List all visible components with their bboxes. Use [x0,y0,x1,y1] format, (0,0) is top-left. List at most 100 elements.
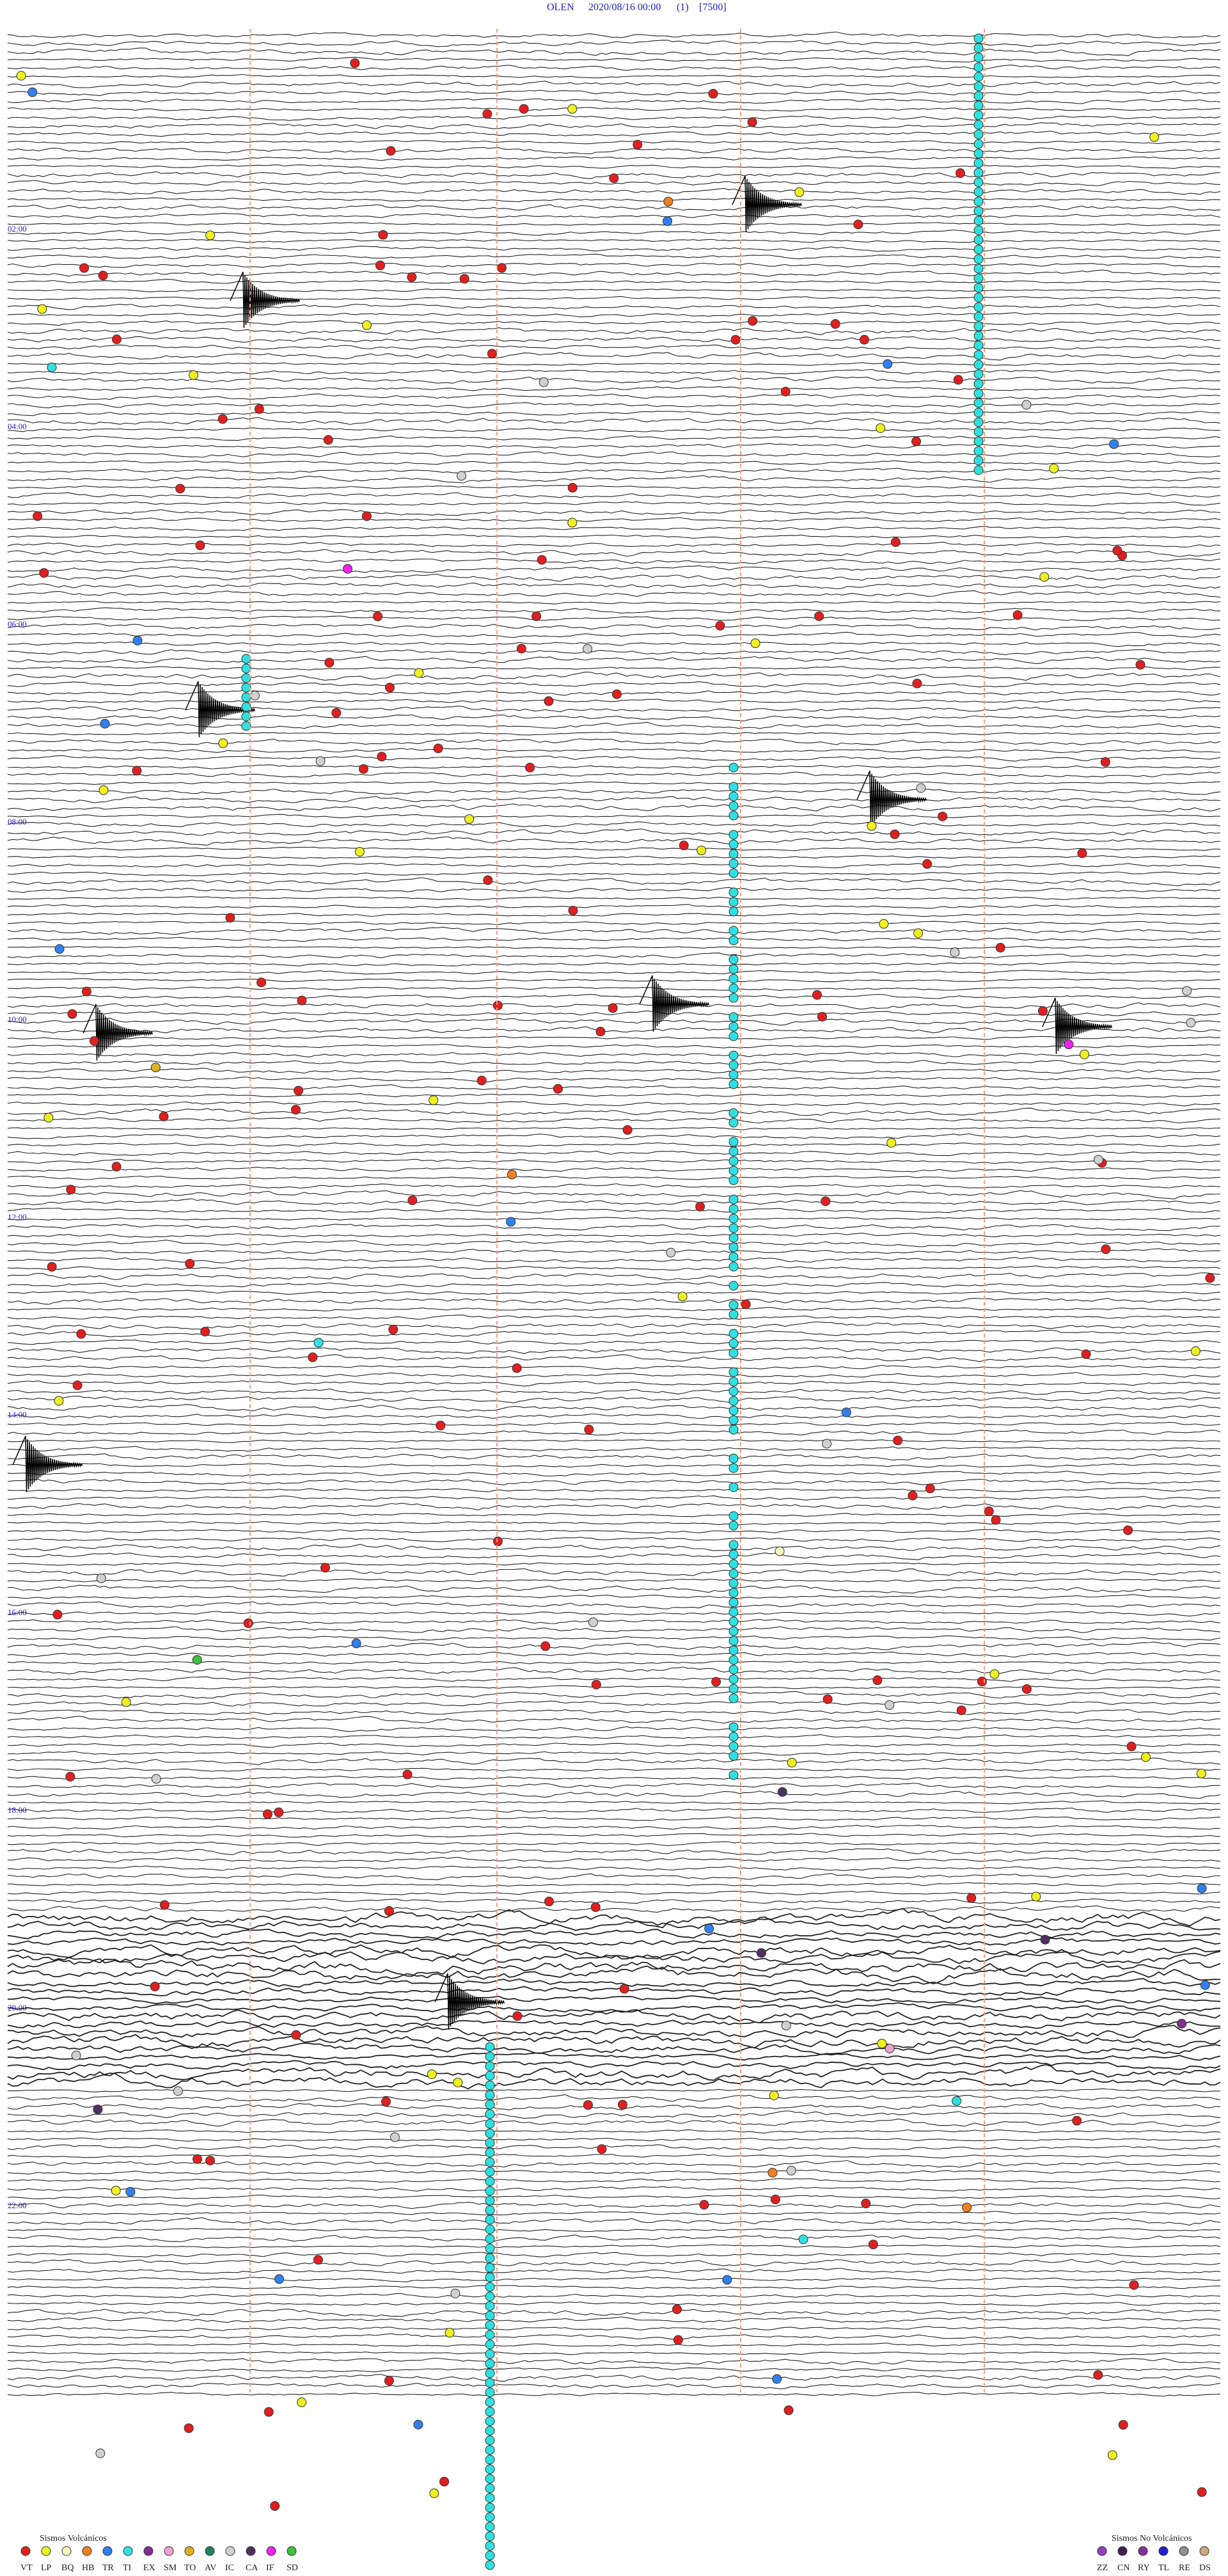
event-dot [313,2255,323,2265]
event-dot [728,926,739,936]
event-dot [973,139,984,149]
event-dot [728,810,739,821]
event-dot [1077,848,1087,858]
legend-swatch [246,2546,256,2556]
event-dot [96,1573,106,1583]
trace [7,1347,1221,1354]
event-dot [485,2502,495,2513]
event-dot [590,1902,601,1912]
event-dot [485,2167,495,2177]
legend-swatch [266,2546,276,2556]
trace [7,1176,1221,1180]
event-dot [911,436,922,446]
event-dot [973,216,984,226]
trace [7,2009,1221,2024]
trace [7,376,1221,384]
event-dot [429,1095,439,1105]
event-dot [485,2138,495,2148]
event-dot [973,225,984,235]
trace [7,2252,1221,2257]
event-dot [192,1655,202,1665]
trace [7,1918,1221,1931]
legend-code: VT [20,2563,33,2573]
trace [7,1965,1221,1985]
event-dot [1126,1741,1137,1751]
quake [83,1004,154,1061]
event-dot [132,635,143,645]
event-dot [728,1453,739,1464]
trace [7,451,1221,458]
trace [8,1995,1221,2005]
event-dot [973,158,984,168]
event-dot [485,2445,495,2455]
legend-code: CA [246,2563,258,2573]
event-dot [414,668,424,678]
trace [7,877,1221,887]
event-dot [485,2205,495,2215]
event-dot [973,369,984,379]
event-dot [553,1084,563,1094]
event-dot [47,362,57,372]
trace [7,1691,1221,1699]
event-dot [728,1194,739,1205]
trace [7,1388,1221,1395]
event-dot [485,2051,495,2062]
trace [7,1782,1220,1789]
event-dot [728,1482,739,1492]
trace [7,1529,1221,1534]
event-dot [973,340,984,351]
event-dot [485,2109,495,2119]
trace [7,485,1221,490]
event-dot [66,1185,76,1195]
trace [7,2268,1221,2274]
legend-swatch [225,2546,235,2556]
trace [7,188,1221,195]
event-dot [885,1700,895,1710]
event-dot [485,2099,495,2110]
event-dot [485,2349,495,2359]
trace [7,468,1221,473]
event-dot [1135,660,1145,670]
event-dot [877,2039,887,2049]
event-dot [497,263,507,273]
trace [7,1395,1221,1403]
event-dot [912,678,922,688]
event-dot [728,1722,739,1732]
event-dot [378,230,388,240]
event-dot [358,764,368,774]
trace [7,2019,1221,2029]
event-dot [973,52,984,63]
trace [7,1297,1221,1305]
event-dot [241,663,251,674]
trace [7,542,1221,548]
event-dot [728,1070,739,1080]
trace [7,253,1221,260]
event-dot [728,849,739,859]
event-dot [973,264,984,274]
legend-code: RE [1179,2563,1190,2573]
event-dot [485,2253,495,2263]
trace [7,1776,1221,1780]
trace [7,1610,1221,1616]
event-dot [482,109,492,119]
trace [7,2234,1221,2243]
event-dot [453,2077,463,2087]
event-dot [1129,2280,1139,2290]
event-dot [1109,439,1119,449]
trace [7,2178,1221,2183]
trace [7,1790,1221,1799]
event-dot [1190,1346,1200,1356]
event-dot [673,2335,683,2345]
event-dot [973,177,984,187]
trace [7,1944,1221,1959]
event-dot [728,1732,739,1742]
event-dot [476,1075,487,1086]
event-dot [492,1000,503,1011]
event-dot [973,417,984,427]
event-dot [908,1490,918,1501]
event-dot [663,196,673,207]
quake [732,175,803,232]
event-dot [823,1694,833,1704]
event-dot [151,1774,161,1784]
event-dot [413,2419,423,2430]
